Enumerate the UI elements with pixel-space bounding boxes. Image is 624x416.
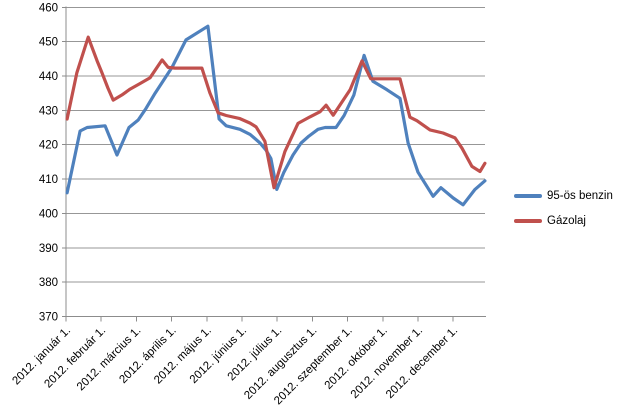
y-axis-label: 380 bbox=[39, 277, 58, 289]
legend-label-gazolaj: Gázolaj bbox=[547, 215, 586, 227]
y-axis-label: 430 bbox=[39, 105, 58, 117]
x-axis-label: 2012. december 1. bbox=[384, 325, 460, 401]
x-axis-label: 2012. február 1. bbox=[42, 325, 108, 391]
y-axis-label: 390 bbox=[39, 243, 58, 255]
y-axis-label: 370 bbox=[39, 312, 58, 324]
x-axis-label: 2012. január 1. bbox=[10, 325, 73, 388]
legend-line-benzin-icon bbox=[514, 194, 542, 198]
legend-label-benzin: 95-ös benzin bbox=[547, 190, 613, 202]
series-line-gazolaj bbox=[65, 35, 487, 190]
y-axis-label: 410 bbox=[39, 174, 58, 186]
y-axis-label: 460 bbox=[39, 2, 58, 14]
y-axis-label: 440 bbox=[39, 71, 58, 83]
y-axis-label: 400 bbox=[39, 208, 58, 220]
series-line-benzin bbox=[65, 24, 487, 207]
legend-line-gazolaj-icon bbox=[514, 219, 542, 223]
legend-item-benzin: 95-ös benzin bbox=[514, 188, 613, 204]
x-axis-label: 2012. október 1. bbox=[323, 325, 390, 392]
chart-legend: 95-ös benzin Gázolaj bbox=[514, 188, 613, 238]
y-axis-label: 450 bbox=[39, 37, 58, 49]
y-axis-label: 420 bbox=[39, 140, 58, 152]
x-axis-label: 2012. március 1. bbox=[75, 325, 144, 394]
legend-item-gazolaj: Gázolaj bbox=[514, 213, 613, 229]
